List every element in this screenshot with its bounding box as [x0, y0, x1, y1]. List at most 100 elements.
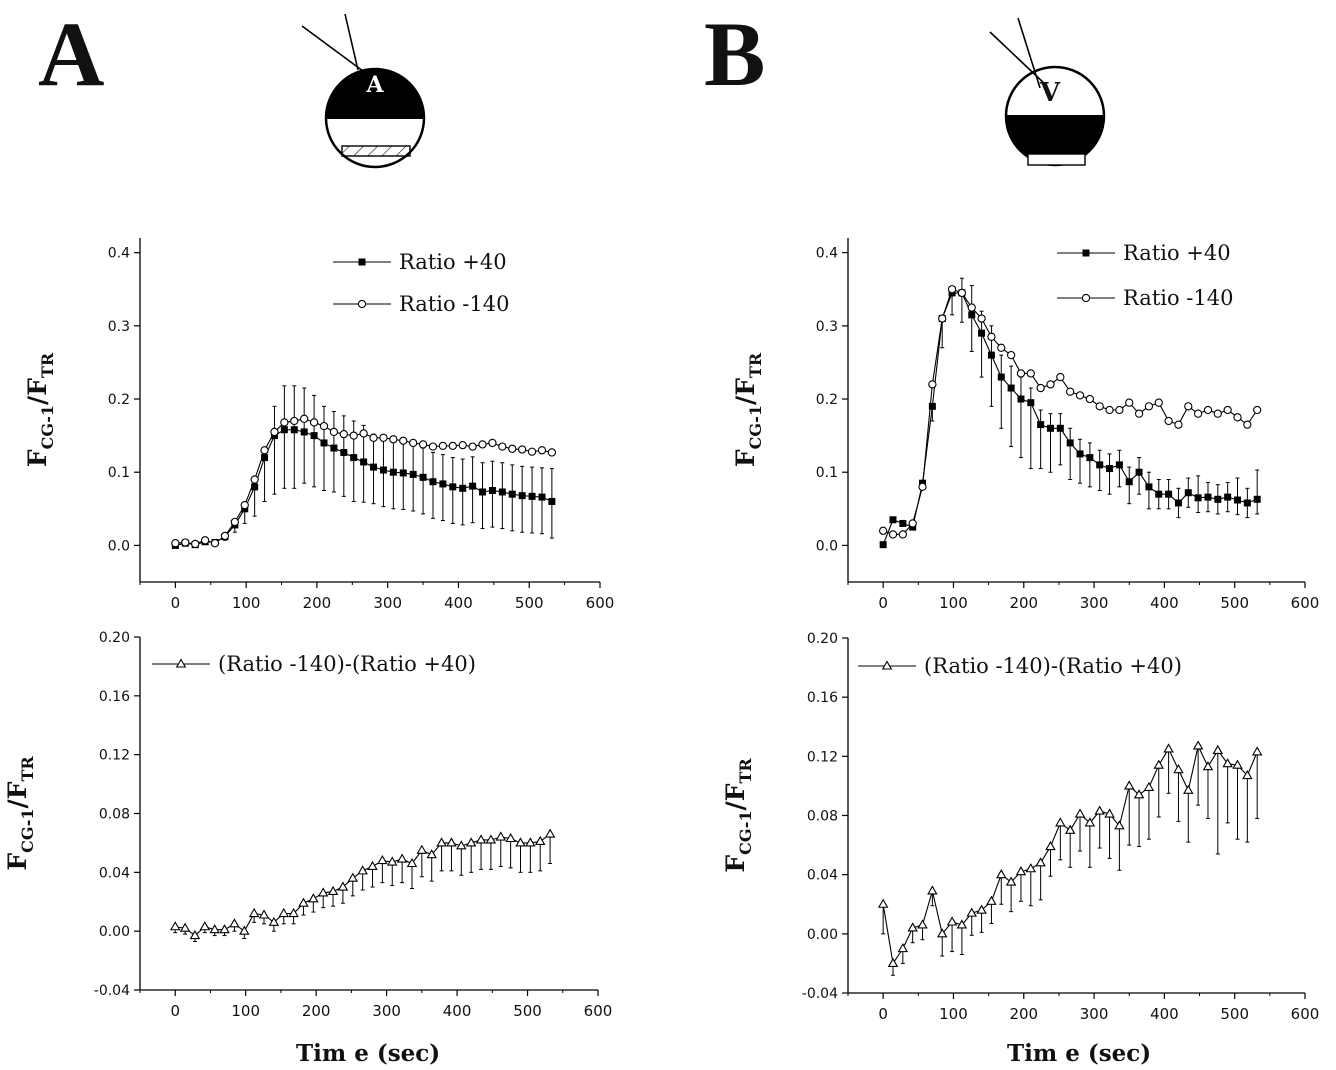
- data-point: [1174, 420, 1183, 429]
- data-point: [1222, 758, 1233, 768]
- data-point: [1253, 495, 1261, 503]
- x-tick-label: 500: [515, 594, 544, 612]
- data-point: [987, 351, 995, 359]
- cell-diagram-a: A: [301, 13, 426, 169]
- x-tick-label: 600: [584, 1002, 613, 1020]
- legend-label: Ratio -140: [1123, 286, 1233, 310]
- data-point: [1164, 416, 1173, 426]
- data-point: [308, 893, 319, 903]
- y-tick-label: 0.00: [99, 924, 130, 940]
- chart-a-bottom: 0 100 200 300 400 500 600 -0.04 0.00 0.04 0.08 0.12…: [3, 630, 612, 1020]
- data-point: [485, 834, 497, 844]
- data-point: [229, 918, 240, 928]
- data-point: [946, 916, 958, 926]
- data-point: [1084, 817, 1096, 827]
- data-point: [1045, 840, 1056, 851]
- data-point: [1174, 499, 1182, 507]
- data-point: [1243, 420, 1252, 429]
- data-point: [1085, 394, 1095, 404]
- data-point: [367, 860, 378, 871]
- data-point: [468, 442, 477, 451]
- data-point: [288, 907, 299, 918]
- data-point: [1203, 405, 1213, 415]
- x-tick-label: 100: [231, 1002, 260, 1020]
- data-point: [280, 418, 289, 427]
- data-point: [329, 427, 339, 437]
- data-point: [1076, 450, 1084, 458]
- y-axis-title-part: F: [721, 855, 750, 873]
- data-point: [220, 531, 230, 541]
- data-point: [957, 288, 967, 298]
- data-point: [1242, 769, 1253, 780]
- x-tick-label: 500: [1220, 594, 1249, 612]
- data-point: [340, 448, 348, 456]
- x-tick-label: 300: [1080, 1005, 1109, 1023]
- data-point: [357, 865, 368, 875]
- data-point: [475, 834, 487, 844]
- y-axis-title-part: F: [731, 449, 760, 467]
- data-point: [189, 929, 201, 940]
- data-point: [261, 454, 269, 462]
- data-point: [478, 440, 487, 449]
- y-axis-title-part: TR: [18, 756, 37, 782]
- x-tick-label: 400: [444, 594, 473, 612]
- y-axis-title: FCG-1/FTR: [731, 352, 765, 467]
- x-tick-label: 500: [1220, 1005, 1249, 1023]
- data-point: [1096, 461, 1104, 469]
- data-point: [1104, 808, 1115, 818]
- data-point: [498, 488, 506, 496]
- data-point: [309, 418, 319, 427]
- data-point: [1224, 493, 1232, 501]
- x-tick-label: 300: [1080, 594, 1109, 612]
- x-tick-label: 400: [443, 1002, 472, 1020]
- data-point: [1184, 402, 1193, 411]
- data-point: [986, 895, 997, 905]
- y-tick-label: 0.2: [816, 392, 838, 408]
- data-point: [449, 483, 457, 491]
- y-axis-title-part: /F: [23, 378, 52, 405]
- legend-label: Ratio +40: [399, 250, 507, 274]
- data-point: [387, 856, 398, 866]
- data-point: [488, 487, 496, 495]
- data-point: [439, 480, 447, 488]
- data-point: [936, 928, 948, 938]
- y-tick-label: 0.04: [99, 865, 130, 881]
- data-point: [1154, 398, 1163, 407]
- chart-a-top: 0 100 200 300 400 500 600 0.0 0.1 0.2 0.3 0.4 FCG-1/…: [23, 238, 614, 612]
- data-point: [1037, 421, 1045, 429]
- data-point: [977, 314, 986, 323]
- data-point: [418, 440, 428, 449]
- panel-letter-b: B: [704, 3, 766, 105]
- data-point: [1036, 383, 1045, 393]
- data-point: [1007, 384, 1015, 392]
- data-point: [436, 837, 447, 847]
- data-point: [359, 429, 368, 438]
- data-point: [456, 840, 467, 850]
- x-tick-label: 200: [302, 1002, 331, 1020]
- x-tick-label: 100: [232, 594, 261, 612]
- data-point: [337, 881, 349, 891]
- data-point: [1214, 495, 1222, 503]
- data-point: [877, 898, 889, 908]
- data-point: [1095, 402, 1104, 411]
- data-point: [899, 519, 907, 527]
- data-point: [515, 837, 526, 847]
- data-point: [1066, 439, 1074, 447]
- data-point: [270, 427, 279, 437]
- series-line: [882, 292, 1258, 545]
- data-point: [996, 869, 1007, 879]
- data-point: [426, 849, 437, 859]
- pipette-b-2: [1017, 17, 1041, 89]
- data-point: [389, 435, 398, 444]
- data-point: [379, 433, 388, 442]
- y-tick-label: 0.3: [816, 319, 838, 335]
- data-point: [938, 314, 947, 323]
- x-tick-label: 0: [878, 1005, 888, 1023]
- data-point: [396, 853, 408, 863]
- data-point: [1074, 808, 1086, 818]
- data-point: [1114, 820, 1125, 830]
- data-point: [1153, 759, 1165, 769]
- x-tick-label: 500: [513, 1002, 542, 1020]
- x-tick-label: 0: [171, 594, 181, 612]
